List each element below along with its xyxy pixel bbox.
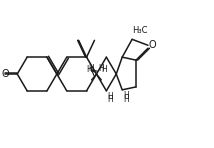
- Text: H: H: [89, 64, 95, 73]
- Text: O: O: [148, 40, 156, 50]
- Text: H: H: [107, 92, 113, 101]
- Text: H: H: [86, 65, 92, 74]
- Text: H₃C: H₃C: [132, 26, 148, 35]
- Text: H: H: [123, 91, 129, 100]
- Text: H: H: [98, 64, 104, 73]
- Text: H: H: [101, 65, 107, 74]
- Text: H: H: [107, 95, 113, 104]
- Text: O: O: [1, 69, 9, 79]
- Text: H: H: [123, 95, 129, 104]
